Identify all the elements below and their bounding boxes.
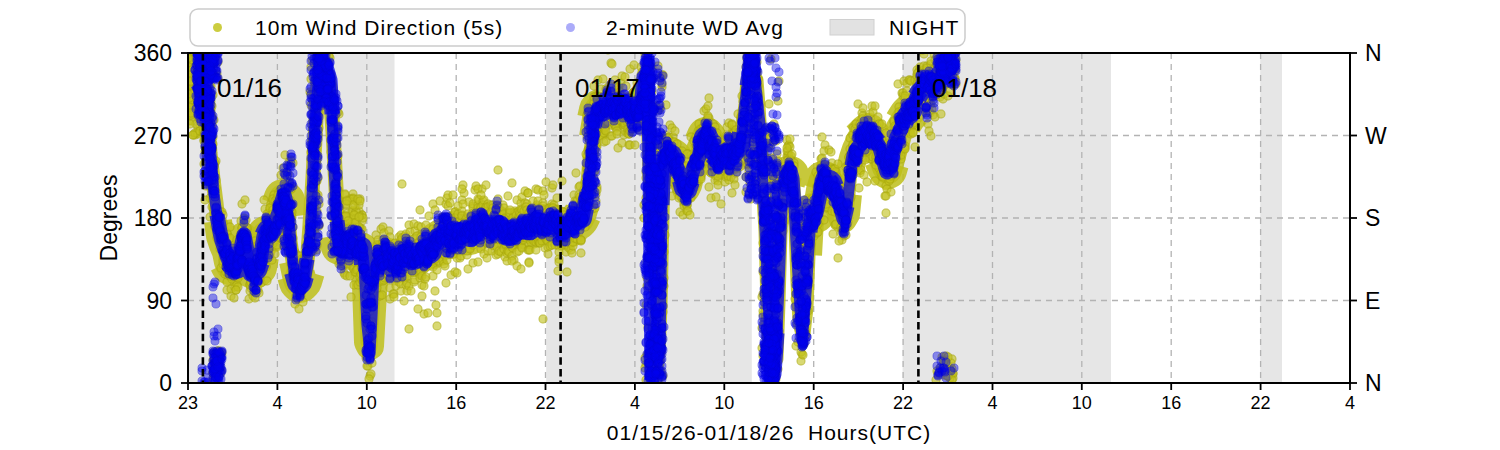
svg-text:4: 4 xyxy=(630,393,640,413)
svg-text:N: N xyxy=(1365,40,1382,66)
svg-text:16: 16 xyxy=(804,393,824,413)
svg-text:10: 10 xyxy=(714,393,734,413)
svg-text:0: 0 xyxy=(159,370,172,396)
svg-text:01/15/26-01/18/26 Hours(UTC): 01/15/26-01/18/26 Hours(UTC) xyxy=(607,421,931,444)
svg-text:E: E xyxy=(1365,288,1380,314)
svg-text:4: 4 xyxy=(987,393,997,413)
svg-text:Degrees: Degrees xyxy=(96,175,122,262)
svg-text:4: 4 xyxy=(1345,393,1355,413)
svg-text:10: 10 xyxy=(1072,393,1092,413)
svg-text:22: 22 xyxy=(1251,393,1271,413)
svg-text:360: 360 xyxy=(134,40,172,66)
svg-text:10m Wind Direction (5s): 10m Wind Direction (5s) xyxy=(255,16,503,39)
svg-text:4: 4 xyxy=(272,393,282,413)
svg-text:16: 16 xyxy=(446,393,466,413)
svg-text:23: 23 xyxy=(178,393,198,413)
svg-text:NIGHT: NIGHT xyxy=(889,16,959,39)
svg-text:01/17: 01/17 xyxy=(575,73,640,103)
svg-text:90: 90 xyxy=(146,288,172,314)
svg-text:N: N xyxy=(1365,370,1382,396)
svg-text:01/18: 01/18 xyxy=(932,73,997,103)
svg-text:W: W xyxy=(1365,123,1387,149)
svg-text:S: S xyxy=(1365,205,1380,231)
svg-text:2-minute WD Avg: 2-minute WD Avg xyxy=(606,16,784,39)
svg-text:01/16: 01/16 xyxy=(217,73,282,103)
svg-text:180: 180 xyxy=(134,205,172,231)
svg-text:10: 10 xyxy=(357,393,377,413)
svg-text:22: 22 xyxy=(535,393,555,413)
svg-text:270: 270 xyxy=(134,123,172,149)
svg-text:16: 16 xyxy=(1161,393,1181,413)
svg-text:22: 22 xyxy=(893,393,913,413)
